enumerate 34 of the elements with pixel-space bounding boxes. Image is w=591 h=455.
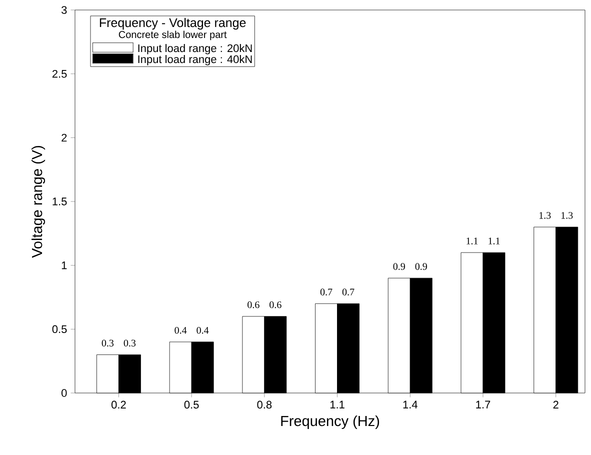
data-label: 1.3: [539, 212, 551, 219]
legend-title: Frequency - Voltage range: [100, 18, 246, 30]
x-tick-label: 1.1: [330, 400, 344, 408]
data-label: 1.1: [466, 238, 478, 244]
y-tick-label: 1: [62, 262, 67, 270]
y-tick-label: 3: [62, 6, 67, 14]
data-label: 1.3: [561, 212, 573, 219]
y-tick-label: 0.5: [52, 325, 67, 334]
x-tick-label: 1.4: [403, 400, 418, 408]
data-label: 0.9: [415, 263, 427, 270]
legend-label: Input load range : 40kN: [138, 55, 252, 66]
x-tick-label: 1.7: [476, 400, 490, 408]
x-tick-label: 2: [553, 400, 558, 408]
y-axis-title: Voltage range (V): [32, 146, 46, 258]
legend-label: Input load range : 20kN: [138, 44, 252, 54]
x-tick-label: 0.5: [184, 400, 199, 409]
data-label: 1.1: [488, 238, 500, 244]
data-label: 0.6: [248, 301, 260, 308]
y-tick-label: 2: [62, 134, 67, 142]
data-label: 0.4: [196, 326, 209, 334]
data-label: 0.6: [270, 301, 282, 308]
y-tick-label: 2.5: [52, 70, 67, 78]
data-label: 0.9: [393, 263, 405, 270]
y-tick-label: 0: [62, 389, 67, 397]
x-tick-label: 0.2: [111, 400, 126, 409]
data-label: 0.4: [174, 326, 187, 334]
data-label: 0.3: [124, 340, 136, 346]
data-label: 0.3: [102, 340, 114, 346]
annotation: Concrete slab lower part: [118, 30, 227, 40]
y-tick-label: 1.5: [52, 198, 67, 206]
x-tick-label: 0.8: [257, 400, 272, 409]
data-label: 0.7: [342, 288, 354, 296]
data-label: 0.7: [320, 288, 332, 296]
x-axis-title: Frequency (Hz): [281, 415, 380, 429]
